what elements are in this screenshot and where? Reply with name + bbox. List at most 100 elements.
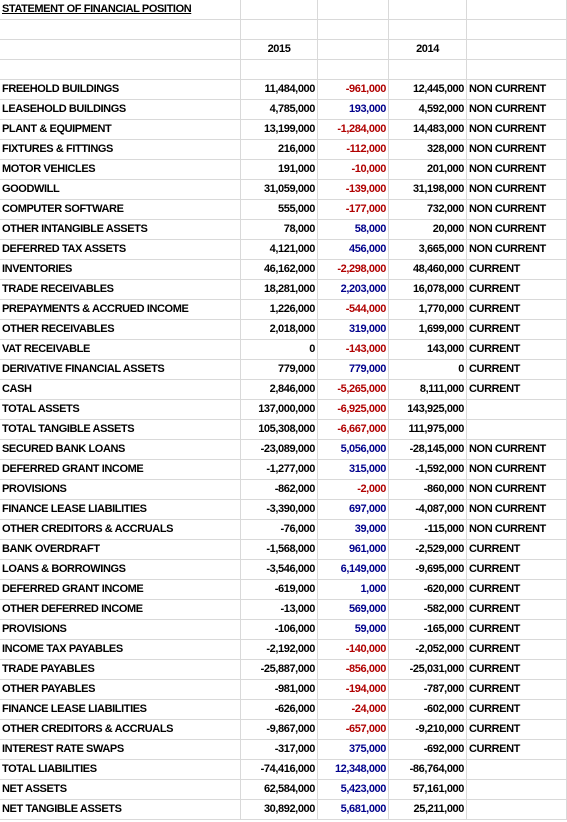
row-label: COMPUTER SOFTWARE <box>0 200 241 220</box>
cell <box>241 0 318 20</box>
change: -2,298,000 <box>318 260 389 280</box>
value-2015: -981,000 <box>241 680 318 700</box>
change: -6,667,000 <box>318 420 389 440</box>
value-2015: 30,892,000 <box>241 800 318 820</box>
value-2014: -4,087,000 <box>389 500 467 520</box>
cell <box>467 400 567 420</box>
change: -2,000 <box>318 480 389 500</box>
row-label: OTHER RECEIVABLES <box>0 320 241 340</box>
change: -24,000 <box>318 700 389 720</box>
classification: CURRENT <box>467 300 567 320</box>
value-2015: 62,584,000 <box>241 780 318 800</box>
classification: CURRENT <box>467 540 567 560</box>
classification: NON CURRENT <box>467 500 567 520</box>
classification: CURRENT <box>467 380 567 400</box>
row-label: PREPAYMENTS & ACCRUED INCOME <box>0 300 241 320</box>
row-label: INVENTORIES <box>0 260 241 280</box>
row-label: TOTAL LIABILITIES <box>0 760 241 780</box>
row-label: FIXTURES & FITTINGS <box>0 140 241 160</box>
cell <box>318 60 389 80</box>
change: -657,000 <box>318 720 389 740</box>
row-label: FINANCE LEASE LIABILITIES <box>0 700 241 720</box>
sheet-title: STATEMENT OF FINANCIAL POSITION <box>0 0 241 20</box>
value-2015: -13,000 <box>241 600 318 620</box>
change: -177,000 <box>318 200 389 220</box>
value-2015: -626,000 <box>241 700 318 720</box>
row-label: INTEREST RATE SWAPS <box>0 740 241 760</box>
change: 319,000 <box>318 320 389 340</box>
value-2014: 57,161,000 <box>389 780 467 800</box>
change: -140,000 <box>318 640 389 660</box>
value-2015: -74,416,000 <box>241 760 318 780</box>
change: 1,000 <box>318 580 389 600</box>
value-2015: -2,192,000 <box>241 640 318 660</box>
value-2014: -1,592,000 <box>389 460 467 480</box>
value-2014: -9,210,000 <box>389 720 467 740</box>
value-2015: 13,199,000 <box>241 120 318 140</box>
row-label: TOTAL ASSETS <box>0 400 241 420</box>
classification: CURRENT <box>467 260 567 280</box>
change: 59,000 <box>318 620 389 640</box>
value-2015: 4,121,000 <box>241 240 318 260</box>
cell <box>467 420 567 440</box>
value-2015: -317,000 <box>241 740 318 760</box>
cell <box>318 20 389 40</box>
row-label: CASH <box>0 380 241 400</box>
change: -6,925,000 <box>318 400 389 420</box>
value-2014: 31,198,000 <box>389 180 467 200</box>
row-label: OTHER INTANGIBLE ASSETS <box>0 220 241 240</box>
value-2014: -620,000 <box>389 580 467 600</box>
value-2014: 8,111,000 <box>389 380 467 400</box>
cell <box>241 60 318 80</box>
row-label: DEFERRED GRANT INCOME <box>0 460 241 480</box>
value-2014: 3,665,000 <box>389 240 467 260</box>
value-2015: 46,162,000 <box>241 260 318 280</box>
value-2015: -23,089,000 <box>241 440 318 460</box>
change: 375,000 <box>318 740 389 760</box>
value-2015: 11,484,000 <box>241 80 318 100</box>
cell <box>467 760 567 780</box>
classification: NON CURRENT <box>467 120 567 140</box>
value-2015: 779,000 <box>241 360 318 380</box>
value-2015: 2,018,000 <box>241 320 318 340</box>
classification: CURRENT <box>467 700 567 720</box>
cell <box>467 800 567 820</box>
row-label: LOANS & BORROWINGS <box>0 560 241 580</box>
value-2015: -3,546,000 <box>241 560 318 580</box>
value-2015: -1,277,000 <box>241 460 318 480</box>
classification: NON CURRENT <box>467 520 567 540</box>
row-label: DEFERRED TAX ASSETS <box>0 240 241 260</box>
row-label: PROVISIONS <box>0 620 241 640</box>
classification: CURRENT <box>467 660 567 680</box>
classification: CURRENT <box>467 640 567 660</box>
classification: CURRENT <box>467 720 567 740</box>
value-2015: -1,568,000 <box>241 540 318 560</box>
change: 39,000 <box>318 520 389 540</box>
value-2015: 0 <box>241 340 318 360</box>
row-label: PROVISIONS <box>0 480 241 500</box>
row-label: FINANCE LEASE LIABILITIES <box>0 500 241 520</box>
value-2014: 143,925,000 <box>389 400 467 420</box>
value-2014: -692,000 <box>389 740 467 760</box>
cell <box>389 60 467 80</box>
row-label: SECURED BANK LOANS <box>0 440 241 460</box>
classification: NON CURRENT <box>467 100 567 120</box>
value-2014: -9,695,000 <box>389 560 467 580</box>
value-2014: 1,770,000 <box>389 300 467 320</box>
value-2014: -860,000 <box>389 480 467 500</box>
value-2015: 137,000,000 <box>241 400 318 420</box>
change: 5,681,000 <box>318 800 389 820</box>
cell <box>318 0 389 20</box>
change: -961,000 <box>318 80 389 100</box>
value-2014: -582,000 <box>389 600 467 620</box>
change: 12,348,000 <box>318 760 389 780</box>
value-2014: 143,000 <box>389 340 467 360</box>
row-label: TRADE RECEIVABLES <box>0 280 241 300</box>
change: 193,000 <box>318 100 389 120</box>
cell <box>0 40 241 60</box>
classification: CURRENT <box>467 280 567 300</box>
value-2014: -28,145,000 <box>389 440 467 460</box>
row-label: INCOME TAX PAYABLES <box>0 640 241 660</box>
change: -139,000 <box>318 180 389 200</box>
cell <box>241 20 318 40</box>
